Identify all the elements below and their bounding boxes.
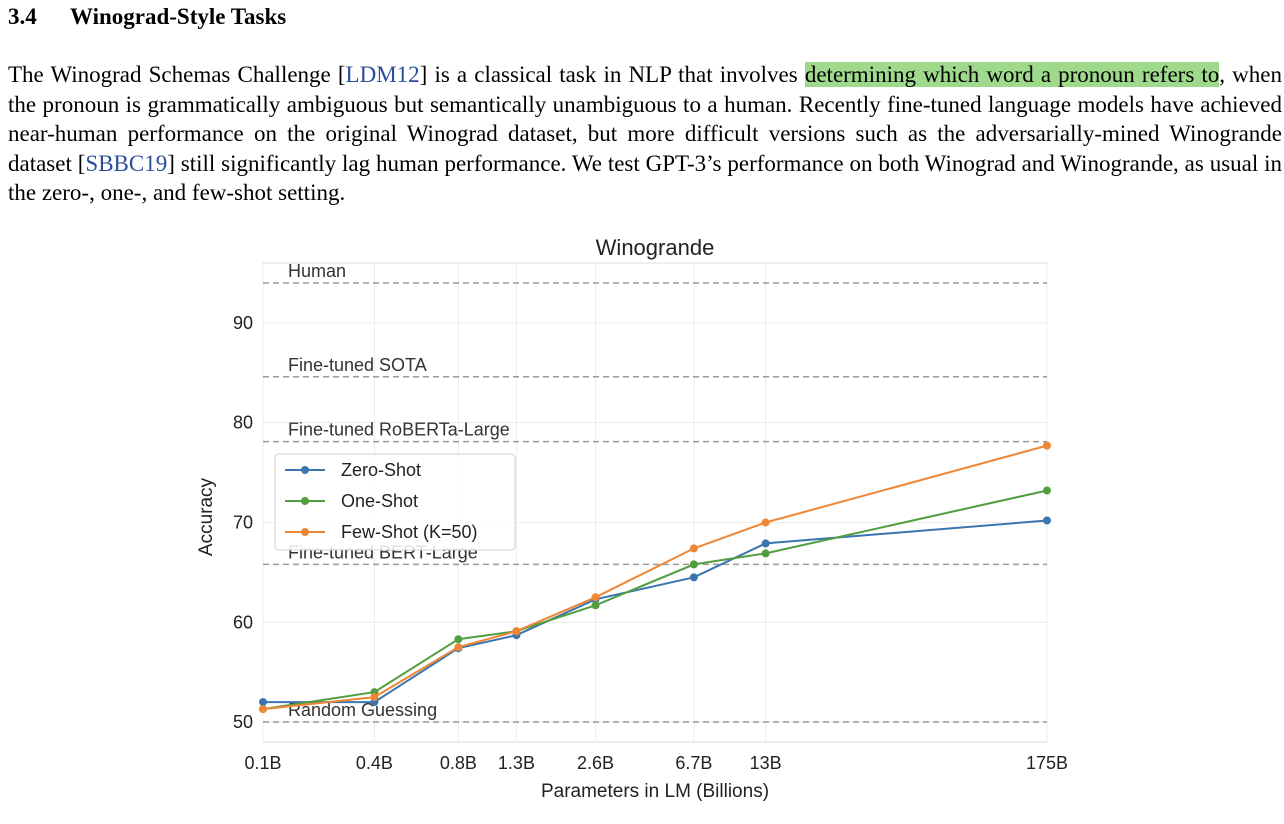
data-point [512, 627, 521, 636]
x-tick-label: 175B [1026, 753, 1068, 773]
x-tick-label: 13B [750, 753, 782, 773]
x-tick-label: 0.1B [244, 753, 281, 773]
legend-marker [301, 497, 309, 505]
x-axis-label: Parameters in LM (Billions) [541, 781, 769, 802]
citation-link[interactable]: SBBC19 [85, 150, 168, 176]
section-number: 3.4 [8, 4, 37, 29]
x-tick-label: 6.7B [675, 753, 712, 773]
section-heading: 3.4 Winograd-Style Tasks [8, 4, 286, 30]
winogrande-chart: 0.1B 0.4B 0.8B 1.3B 2.6B 6.7B 13B 175B 50 60 70 80 9… [196, 235, 1068, 802]
data-point [761, 549, 770, 558]
data-point [1043, 441, 1051, 450]
body-paragraph: The Winograd Schemas Challenge [LDM12] i… [8, 60, 1282, 208]
data-point [259, 705, 267, 714]
y-tick-label: 90 [233, 313, 253, 333]
paragraph-text: ] still significantly lag human performa… [8, 150, 1283, 206]
paragraph-text: ] is a classical task in NLP that involv… [419, 62, 805, 87]
series-line [262, 444, 1048, 711]
data-point [689, 560, 698, 569]
data-point [454, 643, 463, 652]
section-title: Winograd-Style Tasks [70, 4, 287, 29]
data-point [591, 593, 600, 602]
legend-box [274, 453, 516, 551]
x-tick-label: 1.3B [498, 753, 535, 773]
data-point [689, 544, 698, 553]
data-point [591, 601, 600, 610]
data-point [454, 635, 463, 644]
data-point [761, 518, 770, 527]
data-point [259, 698, 267, 707]
plot-area: 0.1B 0.4B 0.8B 1.3B 2.6B 6.7B 13B 175B 50 60 70 80 9… [233, 261, 1068, 773]
y-tick-label: 50 [233, 712, 253, 732]
x-tick-label: 2.6B [577, 753, 614, 773]
data-point [761, 539, 770, 548]
series-line [262, 489, 1048, 711]
x-tick-label: 0.4B [356, 753, 393, 773]
data-point [370, 693, 379, 702]
reference-line-label: Fine-tuned SOTA [288, 355, 427, 375]
citation-link[interactable]: LDM12 [345, 62, 420, 87]
reference-line-label: Fine-tuned RoBERTa-Large [288, 420, 510, 440]
legend-label: Few-Shot (K=50) [341, 522, 478, 542]
chart-title: Winogrande [596, 235, 715, 260]
y-axis-label: Accuracy [196, 477, 217, 556]
y-tick-label: 70 [233, 512, 253, 532]
y-tick-label: 60 [233, 612, 253, 632]
legend-label: One-Shot [341, 491, 418, 511]
x-tick-label: 0.8B [440, 753, 477, 773]
y-tick-label: 80 [233, 413, 253, 433]
data-point [1043, 516, 1051, 525]
reference-line-label: Human [288, 261, 346, 281]
data-point [689, 573, 698, 582]
highlighted-text: determining which word a pronoun refers … [804, 62, 1220, 87]
legend-label: Zero-Shot [341, 460, 421, 480]
legend-marker [301, 528, 309, 536]
legend-marker [301, 466, 309, 474]
paragraph-text: , when the pronoun is grammatically ambi… [8, 62, 1282, 176]
reference-line-label: Random Guessing [288, 700, 437, 720]
data-point [1043, 486, 1051, 495]
paragraph-text: The Winograd Schemas Challenge [ [8, 62, 346, 87]
